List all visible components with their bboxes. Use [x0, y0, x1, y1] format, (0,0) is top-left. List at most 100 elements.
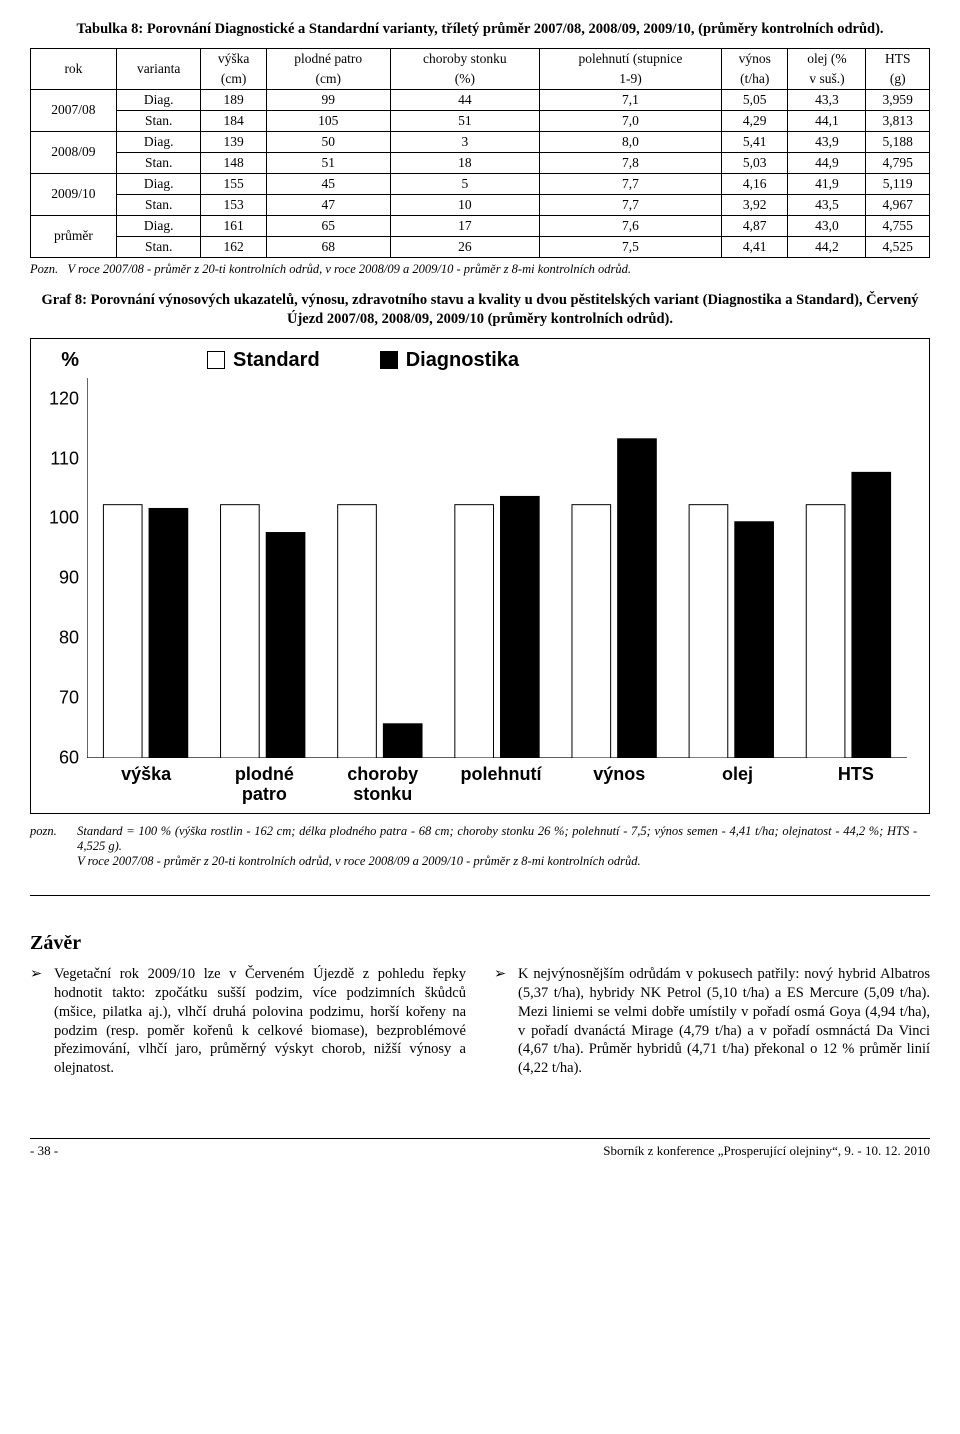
table-row: 2008/09Diag.1395038,05,4143,95,188 [31, 131, 930, 152]
td: 5 [390, 173, 539, 194]
td: 17 [390, 215, 539, 236]
y-unit-label: % [45, 349, 87, 367]
td: 44,1 [788, 110, 866, 131]
zaver-col1-text: Vegetační rok 2009/10 lze v Červeném Úje… [54, 965, 466, 1078]
td: Stan. [116, 110, 201, 131]
table-row: Stan.15347107,73,9243,54,967 [31, 194, 930, 215]
td: 45 [266, 173, 390, 194]
td: 184 [201, 110, 266, 131]
td: 43,0 [788, 215, 866, 236]
ytick: 80 [59, 628, 79, 649]
th: polehnutí (stupnice [540, 48, 722, 69]
legend-label-standard: Standard [233, 349, 320, 372]
td: 26 [390, 236, 539, 257]
ytick: 70 [59, 687, 79, 708]
th: choroby stonku [390, 48, 539, 69]
td: 51 [390, 110, 539, 131]
th: výška [201, 48, 266, 69]
th: 1-9) [540, 69, 722, 90]
th: (cm) [266, 69, 390, 90]
td-year: 2008/09 [31, 131, 117, 173]
bar [689, 504, 728, 757]
td-year: průměr [31, 215, 117, 257]
td: 4,755 [866, 215, 930, 236]
td: 7,0 [540, 110, 722, 131]
th: (g) [866, 69, 930, 90]
td: Diag. [116, 173, 201, 194]
td: 105 [266, 110, 390, 131]
x-axis-labels: výškaplodnépatrochorobystonkupolehnutívý… [45, 758, 915, 805]
td: 7,6 [540, 215, 722, 236]
xlabel: olej [678, 758, 796, 805]
td: Stan. [116, 194, 201, 215]
td: 4,525 [866, 236, 930, 257]
td: 5,05 [721, 89, 788, 110]
td: Diag. [116, 215, 201, 236]
td: 3,813 [866, 110, 930, 131]
td: 7,7 [540, 194, 722, 215]
legend-swatch-diagnostika [380, 351, 398, 369]
td: 41,9 [788, 173, 866, 194]
td: 7,1 [540, 89, 722, 110]
td: 148 [201, 152, 266, 173]
th: olej (% [788, 48, 866, 69]
graf8-note-text2: V roce 2007/08 - průměr z 20-ti kontroln… [77, 854, 641, 868]
th: (cm) [201, 69, 266, 90]
graf8-note-label: pozn. [30, 824, 74, 839]
td: 3,959 [866, 89, 930, 110]
ytick: 60 [59, 747, 79, 768]
chart-legend: Standard Diagnostika [87, 349, 519, 372]
th: (%) [390, 69, 539, 90]
td: Stan. [116, 236, 201, 257]
td: 5,119 [866, 173, 930, 194]
td: Diag. [116, 131, 201, 152]
td: 3,92 [721, 194, 788, 215]
ytick: 110 [50, 448, 79, 469]
graf8-note-text1: Standard = 100 % (výška rostlin - 162 cm… [77, 824, 917, 853]
graf8-note: pozn. Standard = 100 % (výška rostlin - … [30, 824, 930, 869]
legend-standard: Standard [207, 349, 320, 372]
legend-label-diagnostika: Diagnostika [406, 349, 519, 372]
bar-chart [87, 378, 907, 758]
td: 44 [390, 89, 539, 110]
td: 4,16 [721, 173, 788, 194]
footer-publication: Sborník z konference „Prosperující olejn… [603, 1143, 930, 1159]
th: rok [31, 48, 117, 89]
zaver-columns: ➢ Vegetační rok 2009/10 lze v Červeném Ú… [30, 965, 930, 1078]
td: 7,8 [540, 152, 722, 173]
td: 153 [201, 194, 266, 215]
bar [572, 504, 611, 757]
td: 155 [201, 173, 266, 194]
td: Stan. [116, 152, 201, 173]
th: varianta [116, 48, 201, 89]
td: 4,795 [866, 152, 930, 173]
td: 8,0 [540, 131, 722, 152]
td: 5,188 [866, 131, 930, 152]
bullet-icon: ➢ [494, 965, 510, 1078]
page-footer: - 38 - Sborník z konference „Prosperujíc… [30, 1138, 930, 1159]
td: 68 [266, 236, 390, 257]
bar [266, 532, 305, 757]
bar [221, 504, 260, 757]
xlabel: plodnépatro [205, 758, 323, 805]
bar [852, 472, 891, 758]
table8-note-text: V roce 2007/08 - průměr z 20-ti kontroln… [68, 262, 632, 276]
td: 139 [201, 131, 266, 152]
table8-note: Pozn. V roce 2007/08 - průměr z 20-ti ko… [30, 262, 930, 277]
graf8-title: Graf 8: Porovnání výnosových ukazatelů, … [30, 291, 930, 330]
xlabel: výnos [560, 758, 678, 805]
td: 10 [390, 194, 539, 215]
td: 4,41 [721, 236, 788, 257]
td: 44,2 [788, 236, 866, 257]
xlabel: polehnutí [442, 758, 560, 805]
td: 4,29 [721, 110, 788, 131]
td: 5,41 [721, 131, 788, 152]
bullet-icon: ➢ [30, 965, 46, 1078]
bar [103, 504, 142, 757]
table-row: 2009/10Diag.1554557,74,1641,95,119 [31, 173, 930, 194]
td: 161 [201, 215, 266, 236]
bar [338, 504, 377, 757]
td: Diag. [116, 89, 201, 110]
zaver-heading: Závěr [30, 932, 930, 955]
table8-title: Tabulka 8: Porovnání Diagnostické a Stan… [30, 20, 930, 40]
